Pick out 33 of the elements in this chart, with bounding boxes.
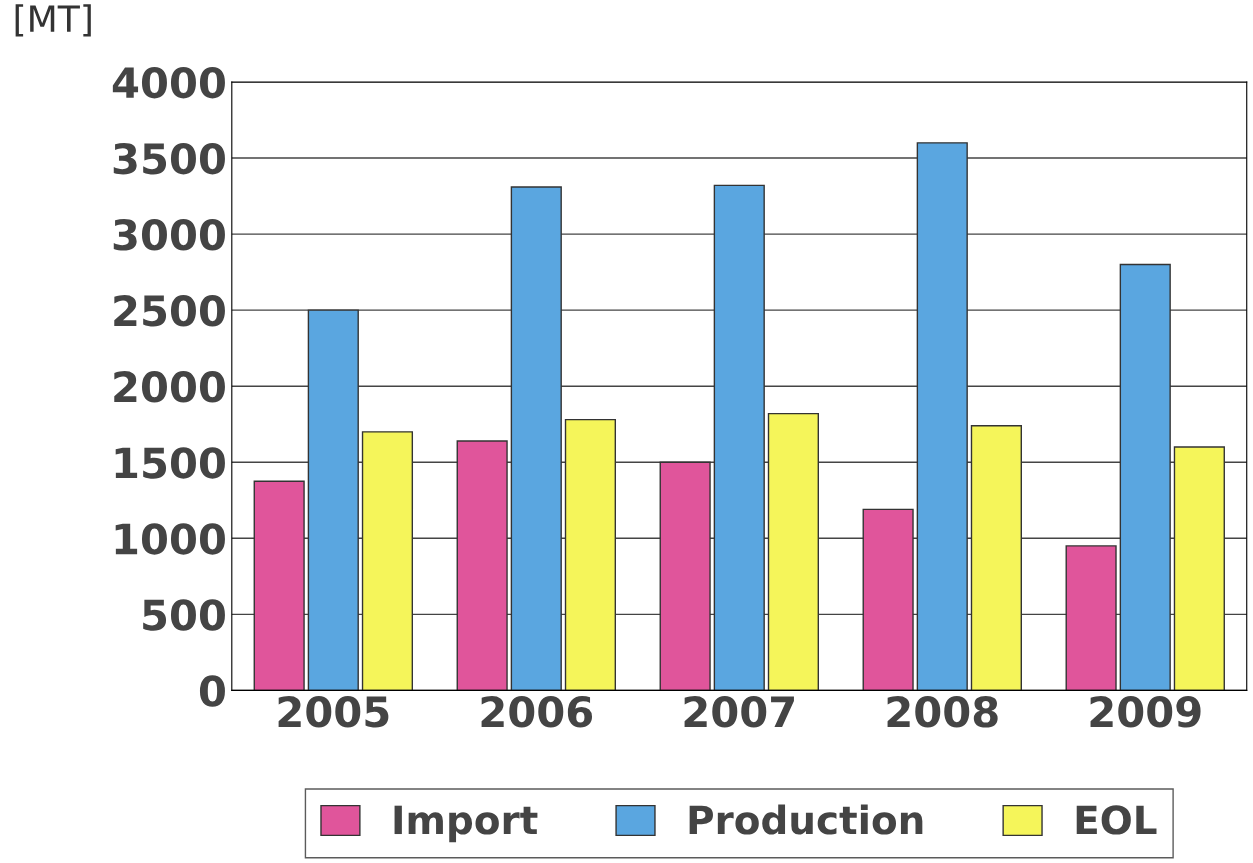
y-tick-label: 0 (199, 675, 225, 707)
legend-label: Production (689, 804, 923, 835)
bar (361, 431, 414, 691)
y-tick-label: 2000 (114, 371, 225, 403)
bar (1065, 545, 1117, 691)
y-tick-label: 1500 (115, 447, 225, 479)
bar (510, 186, 562, 691)
bar (1119, 263, 1171, 691)
bar (767, 412, 819, 691)
bar (307, 309, 359, 691)
y-axis-title: [MT] (15, 4, 91, 37)
bar (916, 142, 968, 691)
y-tick-label: 3500 (113, 142, 225, 175)
bar (253, 480, 305, 691)
y-tick-label: 4000 (112, 66, 225, 99)
y-tick-label: 1000 (115, 523, 225, 555)
x-tick-label: 2006 (481, 696, 593, 728)
bar (862, 508, 914, 691)
y-tick-label: 500 (143, 599, 225, 631)
bar (456, 440, 508, 691)
y-tick-label: 3000 (113, 218, 225, 251)
legend-label: EOL (1076, 805, 1157, 835)
bar (970, 425, 1022, 691)
x-tick-label: 2008 (887, 696, 998, 728)
bar (713, 184, 765, 691)
x-tick-label: 2007 (684, 696, 794, 728)
legend-label: Import (394, 805, 538, 843)
y-tick-label: 2500 (114, 295, 225, 327)
bar (659, 461, 711, 691)
x-tick-label: 2009 (1090, 696, 1201, 728)
bar (564, 418, 617, 691)
x-tick-label: 2005 (278, 696, 389, 728)
bar (1173, 446, 1225, 691)
